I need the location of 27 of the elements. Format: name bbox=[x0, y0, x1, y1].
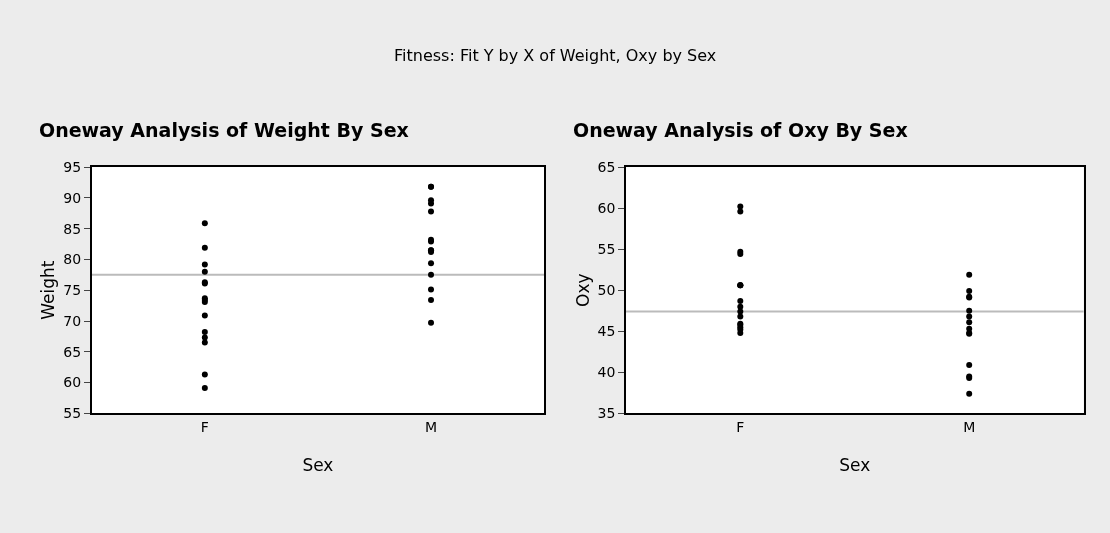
chart-title: Oneway Analysis of Oxy By Sex bbox=[573, 119, 908, 141]
x-tick-label: F bbox=[200, 418, 209, 435]
y-tick-label: 35 bbox=[597, 405, 616, 422]
chart-title: Oneway Analysis of Weight By Sex bbox=[39, 119, 409, 141]
y-tick-label: 60 bbox=[63, 374, 82, 391]
y-tick-label: 85 bbox=[63, 220, 82, 237]
y-tick-label: 90 bbox=[63, 189, 82, 206]
x-axis-title: Sex bbox=[302, 454, 334, 475]
y-tick-label: 60 bbox=[597, 200, 616, 217]
y-axis-title: Oxy bbox=[572, 273, 593, 307]
y-tick-label: 50 bbox=[597, 282, 616, 299]
y-tick-label: 40 bbox=[597, 364, 616, 381]
x-tick-label: M bbox=[424, 418, 438, 435]
y-tick-label: 55 bbox=[597, 241, 616, 258]
x-tick-label: F bbox=[736, 418, 745, 435]
y-tick-label: 75 bbox=[63, 282, 82, 299]
y-axis-title: Weight bbox=[38, 260, 59, 320]
x-axis-title: Sex bbox=[839, 454, 871, 475]
y-tick-label: 55 bbox=[63, 405, 82, 422]
y-tick-label: 70 bbox=[63, 312, 82, 329]
y-tick-label: 65 bbox=[597, 159, 616, 176]
x-tick-label: M bbox=[963, 418, 976, 435]
y-tick-label: 65 bbox=[63, 343, 82, 360]
y-tick-label: 95 bbox=[63, 159, 82, 176]
text: Fitness: Fit Y by X of Weight, Oxy by Sex bbox=[394, 46, 717, 65]
y-tick-label: 45 bbox=[597, 323, 616, 340]
y-tick-label: 80 bbox=[63, 251, 82, 268]
